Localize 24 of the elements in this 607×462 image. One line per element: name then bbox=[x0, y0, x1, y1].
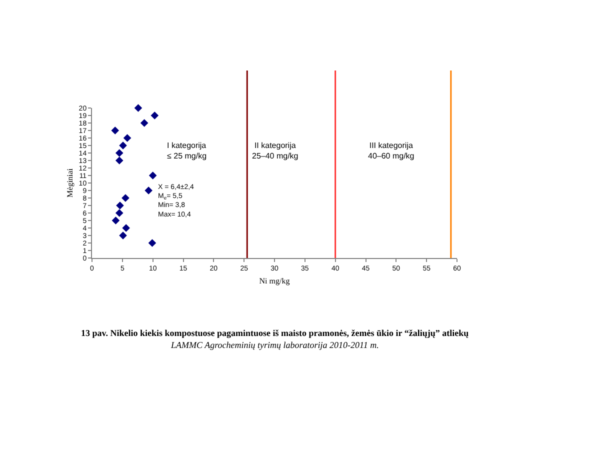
point bbox=[115, 156, 124, 164]
point bbox=[140, 119, 148, 127]
point bbox=[122, 224, 130, 232]
point bbox=[111, 126, 120, 134]
point bbox=[112, 216, 120, 224]
annotation: I kategorija ≤ 25 mg/kg bbox=[167, 141, 207, 160]
y-axis-title: Mėginiai bbox=[66, 168, 75, 198]
point bbox=[116, 202, 124, 210]
annotation: II kategorija 25–40 mg/kg bbox=[252, 141, 298, 160]
annotation: III kategorija 40–60 mg/kg bbox=[368, 141, 414, 160]
point bbox=[148, 239, 156, 247]
point bbox=[123, 134, 132, 142]
point bbox=[119, 232, 127, 240]
point bbox=[150, 112, 159, 120]
point bbox=[115, 149, 124, 157]
text: 13 pav. Nikelio kiekis kompostuose pagamintuose iš maisto pramonės, žemės ūkio ir “žaliųjų” atliekų bbox=[81, 328, 469, 338]
text: LAMMC Agrocheminių tyrimų laboratorija 2010-2011 m. bbox=[170, 340, 379, 350]
point bbox=[144, 186, 152, 194]
point bbox=[148, 172, 157, 180]
point bbox=[119, 142, 127, 150]
x-axis-title: Ni mg/kg bbox=[259, 276, 290, 286]
point bbox=[134, 104, 142, 112]
point bbox=[122, 194, 130, 202]
point bbox=[115, 209, 124, 217]
